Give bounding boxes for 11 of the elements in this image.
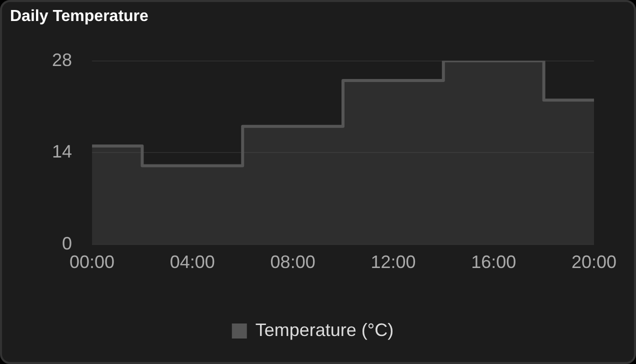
legend-label: Temperature (°C): [255, 320, 394, 340]
y-tick-label: 0: [62, 233, 72, 254]
x-tick-label: 00:00: [70, 252, 115, 272]
x-tick-label: 08:00: [270, 252, 316, 272]
y-tick-label: 14: [52, 142, 72, 162]
x-tick-label: 12:00: [370, 252, 416, 272]
x-tick-label: 04:00: [170, 252, 215, 272]
x-tick-label: 16:00: [471, 252, 516, 272]
chart-title: Daily Temperature: [10, 8, 148, 26]
y-tick-label: 28: [52, 50, 72, 70]
x-tick-label: 20:00: [571, 252, 617, 272]
